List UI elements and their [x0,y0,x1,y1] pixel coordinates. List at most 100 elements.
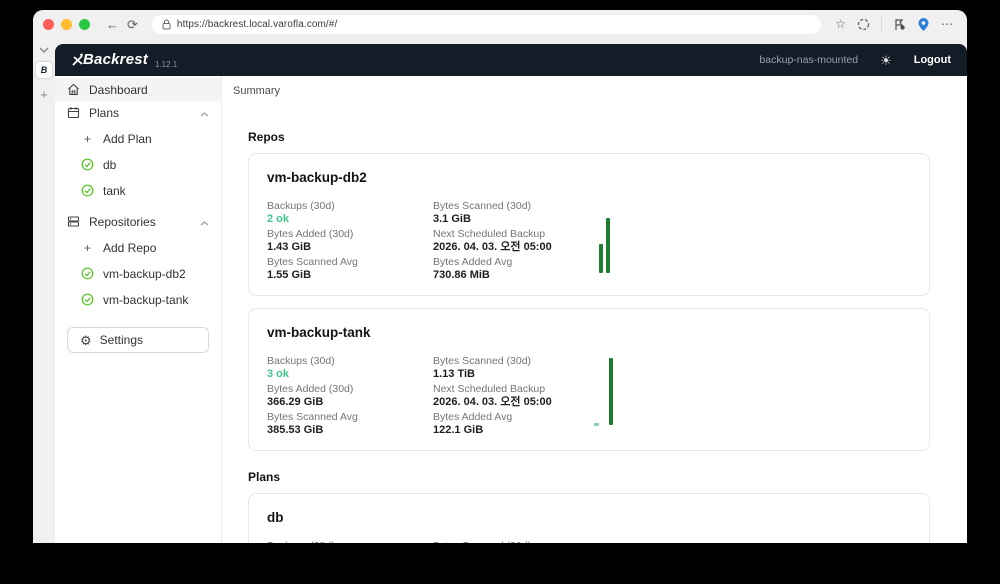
vertical-tab-strip: B + [33,44,55,543]
sidebar-item-label: Dashboard [89,82,148,97]
settings-label: Settings [99,333,144,347]
stats-grid: Backups (30d) 6 ok Bytes Scanned (30d) 9… [267,540,687,543]
sidebar-item-label: Repositories [89,214,156,229]
stat-value: 1.43 GiB [267,241,312,253]
toolbar-divider [881,17,882,31]
stat-value: 366.29 GiB [267,396,324,408]
stat-value: 1.13 TiB [433,368,475,380]
stat-value: 122.1 GiB [433,424,484,436]
check-circle-icon [81,158,94,171]
stat-label: Bytes Scanned (30d) [433,200,532,212]
stat-backups: Backups (30d) 3 ok [267,355,433,380]
shields-icon[interactable] [857,18,870,31]
sidebar-item-label: vm-backup-db2 [103,266,186,281]
app-logo[interactable]: Backrest 1.12.1 [71,51,177,69]
calendar-icon [67,106,80,119]
stat-next-scheduled: Next Scheduled Backup 2026. 04. 03. 오전 0… [433,383,687,408]
reload-icon[interactable]: ⟳ [127,16,138,32]
plans-section-heading: Plans [248,470,281,484]
repo-card-vm-backup-db2[interactable]: vm-backup-db2 Backups (30d) 2 ok Bytes S… [248,153,930,296]
url-text: https://backrest.local.varofla.com/#/ [176,18,338,30]
stat-backups: Backups (30d) 6 ok [267,540,433,543]
more-menu-icon[interactable]: ⋯ [941,17,953,31]
plus-icon: + [83,240,91,255]
backrest-logo-icon [72,53,83,66]
stat-bytes-scanned: Bytes Scanned (30d) 3.1 GiB [433,200,687,225]
stat-backups: Backups (30d) 2 ok [267,200,433,225]
card-title: db [267,510,284,525]
backrest-logo: Backrest [71,51,148,68]
stat-label: Bytes Added (30d) [267,228,354,240]
back-icon[interactable]: ← [106,16,119,32]
stat-value: 385.53 GiB [267,424,324,436]
lock-icon [162,19,171,29]
stat-value: 730.86 MiB [433,269,490,281]
stats-grid: Backups (30d) 2 ok Bytes Scanned (30d) 3… [267,200,687,281]
close-window-button[interactable] [43,18,54,30]
sidebar-item-repositories[interactable]: Repositories [55,210,221,233]
stat-label: Bytes Scanned (30d) [433,355,532,367]
sidebar-item-repo-vm-backup-tank[interactable]: vm-backup-tank [55,288,221,311]
stat-value: 3.1 GiB [433,213,471,225]
sidebar-item-label: Plans [89,105,120,120]
bookmark-star-icon[interactable]: ☆ [835,17,846,31]
sidebar-item-label: db [103,157,117,172]
sidebar-item-plan-db[interactable]: db [55,153,221,176]
stat-label: Next Scheduled Backup [433,383,546,395]
stat-label: Backups (30d) [267,355,335,367]
sidebar-item-label: Add Plan [103,131,152,146]
sidebar-item-dashboard[interactable]: Dashboard [55,78,221,101]
zoom-window-button[interactable] [79,18,90,30]
sidebar-item-plan-tank[interactable]: tank [55,179,221,202]
new-tab-button[interactable]: + [40,87,48,102]
sidebar-item-add-plan[interactable]: + Add Plan [55,127,221,150]
chevron-down-icon[interactable] [39,47,49,53]
settings-button[interactable]: ⚙ Settings [67,327,209,353]
app-header: Backrest 1.12.1 backup-nas-mounted ☀ Log… [55,44,967,76]
password-manager-icon[interactable] [893,18,906,31]
database-icon [67,215,80,228]
sidebar-item-label: vm-backup-tank [103,292,189,307]
stat-label: Bytes Scanned Avg [267,411,358,423]
stat-bytes-scanned: Bytes Scanned (30d) 9.3 GiB [433,540,687,543]
app-version: 1.12.1 [154,59,178,69]
stat-label: Backups (30d) [267,200,335,212]
instance-name: backup-nas-mounted [759,54,859,66]
stat-value: 2026. 04. 03. 오전 05:00 [433,241,552,253]
stat-bytes-added-avg: Bytes Added Avg 122.1 GiB [433,411,687,436]
plus-icon: + [83,131,91,146]
stat-value: 2 ok [267,213,290,225]
chevron-up-icon [200,106,209,120]
address-bar[interactable]: https://backrest.local.varofla.com/#/ [151,14,822,34]
pin-extension-icon[interactable] [917,17,930,32]
page-viewport: Backrest 1.12.1 backup-nas-mounted ☀ Log… [55,44,967,543]
header-actions: backup-nas-mounted ☀ Logout [759,54,951,67]
app-body: Dashboard Plans + Add Plan [55,76,967,543]
stat-label: Backups (30d) [267,540,433,543]
stat-bytes-scanned-avg: Bytes Scanned Avg 1.55 GiB [267,256,433,281]
stat-label: Bytes Added Avg [433,256,513,268]
logout-button[interactable]: Logout [913,54,951,66]
sidebar-item-add-repo[interactable]: + Add Repo [55,236,221,259]
theme-toggle-sun-icon[interactable]: ☀ [880,52,892,68]
plan-card-db[interactable]: db Backups (30d) 6 ok Bytes Scanned (30d… [248,493,930,543]
check-circle-icon [81,184,94,197]
breadcrumb: Summary [233,85,281,97]
browser-toolbar: ← ⟳ https://backrest.local.varofla.com/#… [33,10,967,38]
stat-next-scheduled: Next Scheduled Backup 2026. 04. 03. 오전 0… [433,228,687,253]
active-tab-favicon[interactable]: B [36,62,52,78]
sidebar-item-label: tank [103,183,126,198]
check-circle-icon [81,293,94,306]
stat-value: 3 ok [267,368,290,380]
sidebar-item-repo-vm-backup-db2[interactable]: vm-backup-db2 [55,262,221,285]
repo-card-vm-backup-tank[interactable]: vm-backup-tank Backups (30d) 3 ok Bytes … [248,308,930,451]
minimize-window-button[interactable] [61,18,72,30]
gear-icon: ⚙ [80,332,92,348]
stats-grid: Backups (30d) 3 ok Bytes Scanned (30d) 1… [267,355,687,436]
chevron-up-icon [200,215,209,229]
stat-label: Bytes Scanned Avg [267,256,358,268]
sidebar-item-plans[interactable]: Plans [55,101,221,124]
check-circle-icon [81,267,94,280]
main-content: Summary Repos vm-backup-db2 Backups (30d… [222,76,967,543]
sidebar-item-label: Add Repo [103,240,157,255]
